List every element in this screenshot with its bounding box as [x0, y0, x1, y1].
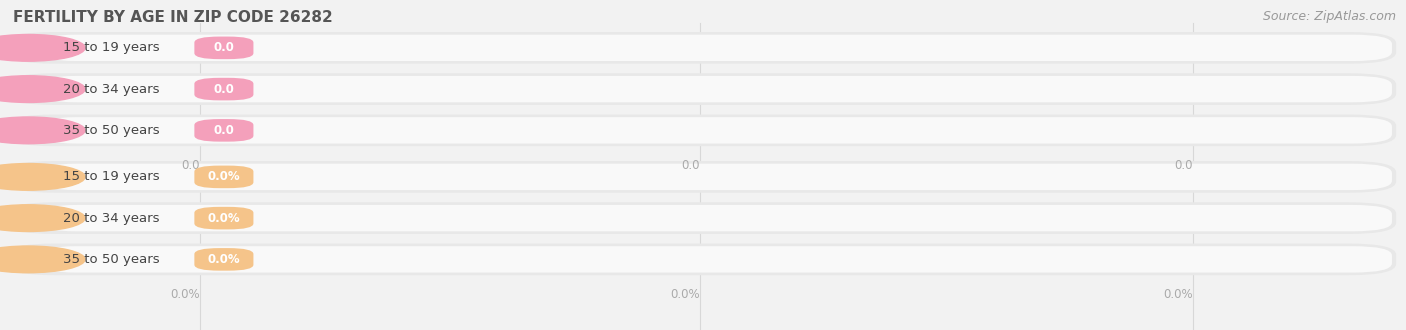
Circle shape [0, 117, 84, 144]
FancyBboxPatch shape [38, 246, 1392, 273]
FancyBboxPatch shape [38, 164, 1392, 190]
Text: 35 to 50 years: 35 to 50 years [63, 253, 160, 266]
Text: 0.0%: 0.0% [208, 212, 240, 225]
FancyBboxPatch shape [194, 119, 253, 142]
Circle shape [0, 76, 84, 102]
Text: 0.0: 0.0 [181, 159, 200, 172]
FancyBboxPatch shape [7, 161, 1396, 193]
Text: 0.0: 0.0 [214, 41, 235, 54]
Text: 0.0%: 0.0% [1163, 288, 1194, 301]
FancyBboxPatch shape [38, 205, 1392, 231]
FancyBboxPatch shape [7, 202, 1396, 234]
Text: 0.0: 0.0 [682, 159, 700, 172]
Text: 15 to 19 years: 15 to 19 years [63, 41, 160, 54]
Text: 20 to 34 years: 20 to 34 years [63, 212, 160, 225]
Text: 0.0: 0.0 [214, 124, 235, 137]
FancyBboxPatch shape [194, 166, 253, 188]
Circle shape [0, 246, 84, 273]
Circle shape [0, 164, 84, 190]
Text: 20 to 34 years: 20 to 34 years [63, 82, 160, 96]
Text: FERTILITY BY AGE IN ZIP CODE 26282: FERTILITY BY AGE IN ZIP CODE 26282 [13, 10, 332, 25]
FancyBboxPatch shape [7, 73, 1396, 105]
Text: 0.0: 0.0 [214, 82, 235, 96]
FancyBboxPatch shape [7, 115, 1396, 146]
Text: 0.0: 0.0 [1174, 159, 1194, 172]
Text: 0.0%: 0.0% [170, 288, 200, 301]
FancyBboxPatch shape [194, 78, 253, 100]
FancyBboxPatch shape [38, 76, 1392, 102]
FancyBboxPatch shape [7, 244, 1396, 275]
FancyBboxPatch shape [38, 35, 1392, 61]
FancyBboxPatch shape [194, 248, 253, 271]
FancyBboxPatch shape [7, 32, 1396, 64]
Text: 35 to 50 years: 35 to 50 years [63, 124, 160, 137]
Text: 0.0%: 0.0% [208, 170, 240, 183]
FancyBboxPatch shape [38, 117, 1392, 144]
FancyBboxPatch shape [194, 207, 253, 229]
FancyBboxPatch shape [194, 37, 253, 59]
Circle shape [0, 35, 84, 61]
Text: 0.0%: 0.0% [208, 253, 240, 266]
Text: 15 to 19 years: 15 to 19 years [63, 170, 160, 183]
Text: 0.0%: 0.0% [671, 288, 700, 301]
Text: Source: ZipAtlas.com: Source: ZipAtlas.com [1263, 10, 1396, 23]
Circle shape [0, 205, 84, 231]
